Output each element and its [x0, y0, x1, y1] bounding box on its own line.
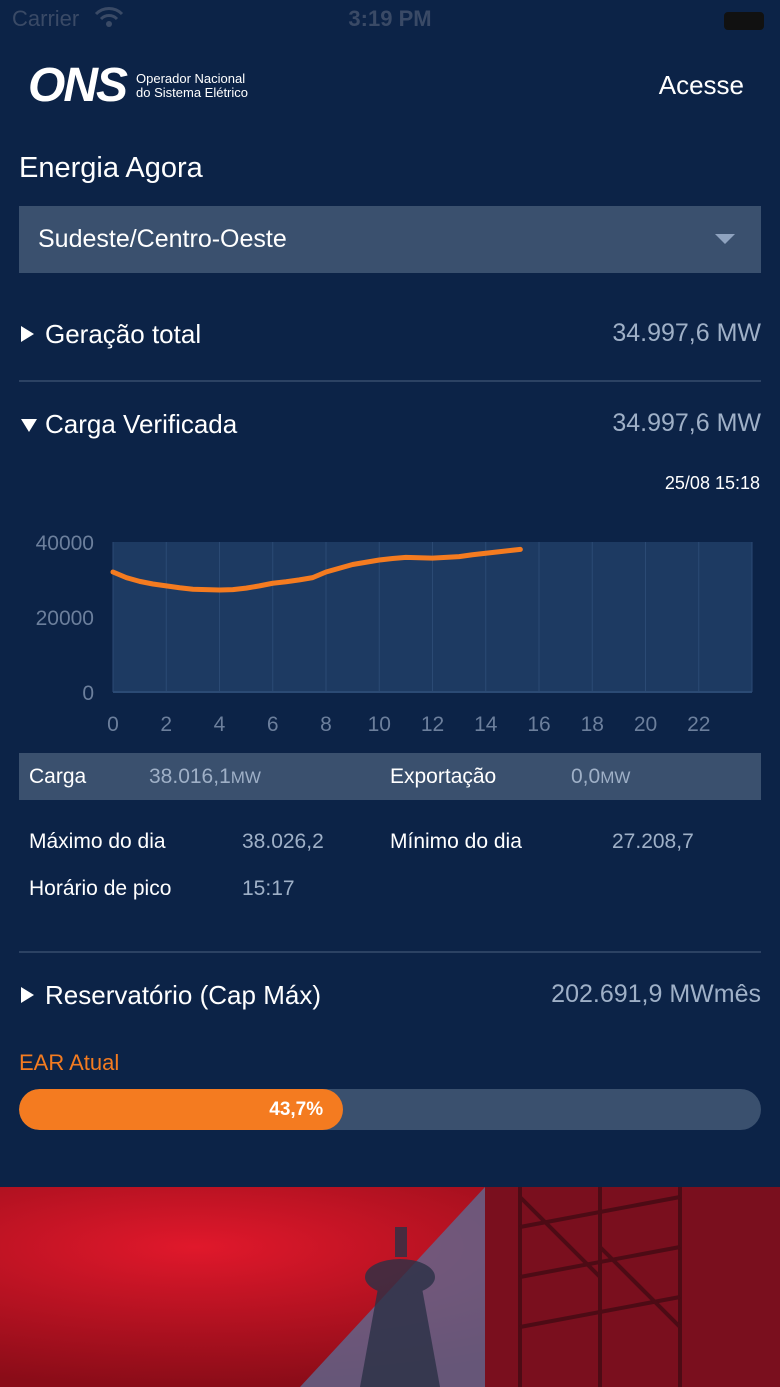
geracao-row[interactable]: Geração total 34.997,6 MW — [19, 312, 761, 362]
reservatorio-value: 202.691,9 MWmês — [551, 980, 761, 1008]
divider — [19, 951, 761, 953]
expand-arrow-icon — [21, 326, 34, 342]
carga-label: Carga Verificada — [45, 409, 238, 439]
carrier-label: Carrier — [12, 6, 80, 31]
export-label: Exportação — [390, 765, 497, 788]
peak-value: 15:17 — [242, 877, 295, 900]
export-value: 0,0MW — [571, 765, 631, 788]
logo-mark: ONS — [28, 59, 128, 112]
carga-info-value: 38.016,1MW — [149, 765, 261, 788]
ons-logo: ONS Operador Nacional do Sistema Elétric… — [28, 58, 248, 113]
carga-info-bar: Carga 38.016,1MW Exportação 0,0MW — [19, 753, 761, 800]
x-tick-label: 8 — [320, 713, 332, 736]
battery-icon — [724, 12, 764, 30]
x-tick-label: 0 — [107, 713, 119, 736]
region-dropdown[interactable]: Sudeste/Centro-Oeste — [19, 206, 761, 273]
x-tick-label: 12 — [421, 713, 444, 736]
page-title: Energia Agora — [19, 152, 203, 184]
ear-progress-fill — [19, 1089, 344, 1130]
x-tick-label: 14 — [474, 713, 498, 736]
carga-series-line — [110, 546, 523, 593]
app-header: ONS Operador Nacional do Sistema Elétric… — [0, 50, 780, 120]
x-tick-label: 18 — [581, 713, 604, 736]
x-tick-label: 6 — [267, 713, 279, 736]
geracao-label: Geração total — [45, 319, 202, 349]
collapse-arrow-icon — [21, 419, 37, 432]
geracao-value: 34.997,6 MW — [612, 319, 761, 347]
max-value: 38.026,2 — [242, 830, 324, 853]
ear-progress-bar: 43,7% — [19, 1089, 761, 1130]
carga-row[interactable]: Carga Verificada 34.997,6 MW — [19, 402, 761, 452]
divider — [19, 380, 761, 382]
peak-label: Horário de pico — [29, 877, 172, 900]
x-tick-label: 22 — [687, 713, 710, 736]
wifi-icon — [94, 7, 124, 27]
x-tick-label: 10 — [368, 713, 391, 736]
x-tick-label: 2 — [160, 713, 172, 736]
region-selected-value: Sudeste/Centro-Oeste — [38, 225, 287, 253]
carga-chart: 40000 20000 00 2 4 6 8 10 12 14 16 18 20 22 — [36, 532, 753, 736]
x-tick-label: 4 — [214, 713, 226, 736]
carga-info-label: Carga — [29, 765, 87, 788]
min-label: Mínimo do dia — [390, 830, 522, 853]
max-label: Máximo do dia — [29, 830, 166, 853]
y-tick-label: 20000 — [36, 607, 94, 630]
y-tick-label: 0 — [82, 682, 94, 705]
ear-label: EAR Atual — [19, 1050, 120, 1075]
chevron-down-icon — [715, 234, 735, 244]
reservatorio-label: Reservatório (Cap Máx) — [45, 980, 321, 1010]
status-bar: Carrier 3:19 PM — [0, 0, 780, 40]
min-value: 27.208,7 — [612, 830, 694, 853]
carga-timestamp: 25/08 15:18 — [664, 473, 760, 493]
ear-percent: 43,7% — [269, 1099, 324, 1120]
y-tick-label: 40000 — [36, 532, 94, 555]
login-link[interactable]: Acesse — [658, 70, 744, 100]
carga-value: 34.997,6 MW — [612, 409, 761, 437]
clock: 3:19 PM — [348, 6, 432, 31]
x-tick-label: 20 — [634, 713, 657, 736]
x-tick-label: 16 — [527, 713, 550, 736]
expand-arrow-icon — [21, 987, 34, 1003]
logo-subtitle: Operador Nacional do Sistema Elétrico — [136, 70, 249, 100]
banner-image — [0, 1187, 780, 1387]
reservatorio-row[interactable]: Reservatório (Cap Máx) 202.691,9 MWmês — [19, 973, 761, 1023]
